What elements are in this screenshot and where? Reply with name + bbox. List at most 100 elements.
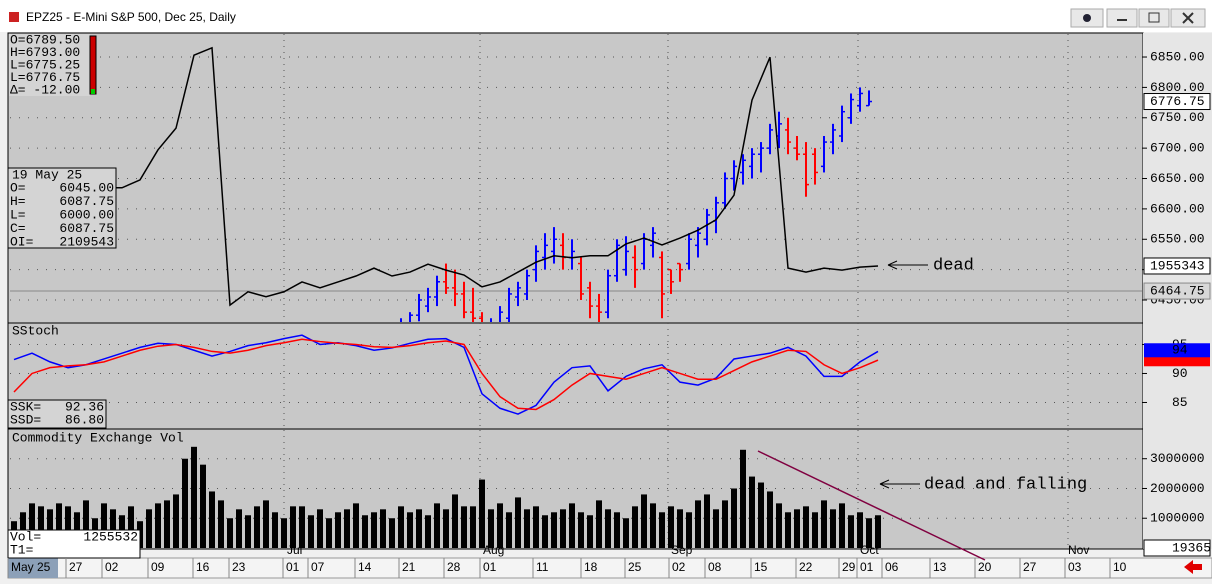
volume-bar [551,512,557,548]
volume-bar [740,449,746,548]
y-tick-label: 3000000 [1150,451,1205,466]
volume-bar [470,506,476,548]
volume-bar [191,446,197,548]
volume-bar [677,509,683,548]
volume-bar [326,518,332,548]
cursor-date: 19 May 25 [12,167,82,182]
volume-bar [353,503,359,548]
volume-bar [578,512,584,548]
volume-bar [434,503,440,548]
volume-bar [263,500,269,548]
cursor-field: C= [10,221,26,236]
volume-bar [128,506,134,548]
cursor-price-label: 6464.75 [1150,283,1205,298]
window-title: EPZ25 - E-Mini S&P 500, Dec 25, Daily [26,10,236,24]
volume-bar [416,509,422,548]
date-label: 10 [1113,560,1127,574]
volume-bar [65,506,71,548]
volume-bar [560,509,566,548]
date-label: 27 [69,560,83,574]
volume-bar [704,494,710,548]
y-tick-label: 6800.00 [1150,80,1205,95]
volume-plot [10,430,1142,548]
date-label: 01 [860,560,874,574]
cursor-field: L= [10,207,26,222]
axis-label: 19365 [1172,540,1211,555]
stoch-panel [7,322,1144,430]
volume-bar [686,512,692,548]
window-buttons [1070,8,1206,28]
cursor-field: H= [10,194,26,209]
volume-bar [281,518,287,548]
restore-button[interactable] [1138,8,1170,28]
volume-bar [344,509,350,548]
cursor-value: 6087.75 [59,194,114,209]
ssk-label: 94 [1172,343,1188,358]
labels: 6850.00 6800.00 6750.00 6700.00 6650.00 6600.… [7,32,1211,578]
cursor-price-box [1143,282,1211,300]
title-bar [0,0,1212,32]
volume-bar [596,500,602,548]
date-label: May 25 [11,560,51,574]
cursor-field: OI= [10,234,34,249]
scroll-arrow[interactable] [1184,560,1202,574]
month-label: Aug [483,543,504,557]
vol-field: Vol= [10,529,41,544]
vol-info-box [7,529,141,559]
volume-bar [200,464,206,548]
date-label: 22 [799,560,813,574]
volume-bar [767,491,773,548]
date-label: 06 [885,560,899,574]
vol-field: T1= [10,542,34,557]
volume-bar [785,512,791,548]
volume-bar [236,509,242,548]
volume-bar [857,512,863,548]
date-label: 08 [708,560,722,574]
volume-bar [830,509,836,548]
date-label: 23 [232,560,246,574]
trend-line [757,450,986,561]
y-tick-label: 6700.00 [1150,141,1205,156]
volume-bar [821,500,827,548]
stoch-line [13,334,879,415]
y-tick-label: 6850.00 [1150,49,1205,64]
volume-bar [749,476,755,548]
volume-bar [425,515,431,548]
y-tick-label: 1000000 [1150,511,1205,526]
volume-bar [101,503,107,548]
volume-bar [695,500,701,548]
date-label: 09 [151,560,165,574]
volume-bar [443,509,449,548]
volume-bar [839,503,845,548]
volume-bar [848,515,854,548]
stoch-value: 86.80 [65,412,104,427]
y-tick-label: 6600.00 [1150,201,1205,216]
quote-text: L=6776.75 [10,70,80,85]
vol-value: 1255532 [83,529,138,544]
volume-bar [542,515,548,548]
ssk-label-box [1144,343,1210,358]
volume-bar [668,506,674,548]
y-tick-label: 6650.00 [1150,171,1205,186]
volume-bar [650,503,656,548]
date-label: 13 [933,560,947,574]
date-label: 11 [536,560,549,574]
price-panel [7,32,1144,324]
volume-bar [155,503,161,548]
cursor-box [7,167,117,249]
volume-bar [47,509,53,548]
month-label: Sep [671,543,693,557]
volume-bar [713,509,719,548]
volume-bar [299,506,305,548]
stoch-info-box [7,399,107,429]
quote-indicator [89,35,97,95]
date-label: 01 [286,560,300,574]
price-plot [10,34,1142,322]
y-tick-label: 6750.00 [1150,110,1205,125]
minimize-button[interactable] [1106,8,1138,28]
date-label: 02 [672,560,686,574]
volume-bar [398,506,404,548]
open-interest-line [13,46,879,307]
falling-arrow [879,479,920,489]
dead-arrow [887,260,928,270]
